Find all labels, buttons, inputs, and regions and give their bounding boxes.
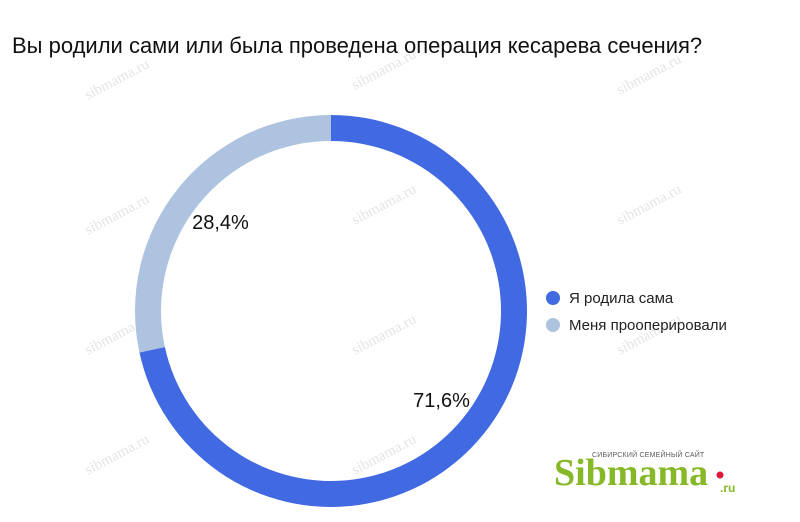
chart-title: Вы родили сами или была проведена операц… [12,33,702,58]
logo-tagline: СИБИРСКИЙ СЕМЕЙНЫЙ САЙТ [592,450,705,459]
watermark-text: sibmama.ru [82,56,152,103]
legend-swatch-2 [546,318,560,332]
watermark-text: sibmama.ru [614,51,684,98]
legend: Я родила сама Меня прооперировали [546,290,727,334]
watermark-text: sibmama.ru [82,431,152,478]
legend-label-1: Я родила сама [569,290,674,307]
watermark-text: sibmama.ru [349,181,419,228]
logo-name: Sibmama [554,452,708,494]
legend-label-2: Меня прооперировали [569,317,727,334]
slice-label-1: 71,6% [413,390,470,412]
watermark-text: sibmama.ru [82,191,152,238]
watermark-text: sibmama.ru [614,181,684,228]
sibmama-logo: СИБИРСКИЙ СЕМЕЙНЫЙ САЙТ Sibmama .ru [554,450,735,495]
legend-swatch-1 [546,291,560,305]
slice-label-2: 28,4% [192,212,249,234]
slice-labels: 71,6% 28,4% [192,212,470,412]
watermark-text: sibmama.ru [349,311,419,358]
donut-slice-2 [135,115,331,353]
logo-suffix: .ru [720,481,735,495]
donut-slices [135,115,528,508]
logo-dot-icon [716,471,724,479]
